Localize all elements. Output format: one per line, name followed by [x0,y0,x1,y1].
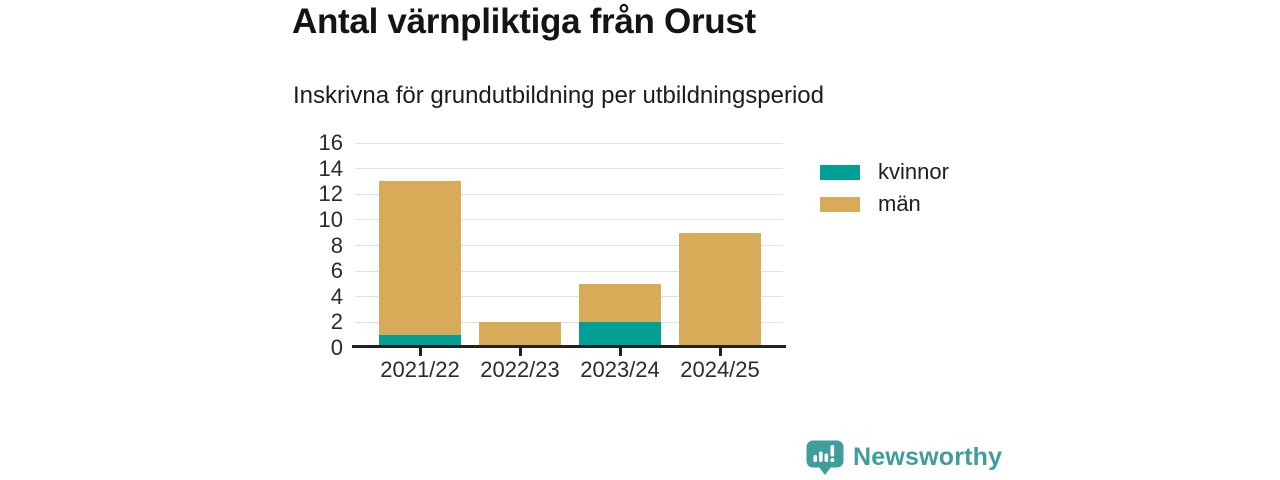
gridline [355,296,783,298]
y-tick-label: 14 [318,155,343,181]
x-tick-mark [618,348,622,356]
y-tick-label: 6 [330,258,343,284]
bar-segment-män [579,283,661,323]
y-tick-label: 10 [318,206,343,232]
y-tick-label: 8 [330,232,343,258]
y-tick-label: 2 [330,309,343,335]
bar-segment-kvinnor [379,335,461,348]
bar-segment-män [479,322,561,348]
legend-swatch-män [820,196,860,212]
legend-item-män: män [820,191,949,216]
chart-subtitle: Inskrivna för grundutbildning per utbild… [293,82,824,109]
y-tick-label: 0 [330,335,343,360]
y-tick-label: 4 [330,283,343,309]
legend-label: män [878,191,921,216]
x-tick-mark [718,348,722,356]
bar-segment-män [379,181,461,336]
brand-name: Newsworthy [853,443,1003,471]
legend-item-kvinnor: kvinnor [820,159,949,184]
x-tick-mark [418,348,422,356]
logo-exclamation-bar [830,445,835,457]
brand-footer: Newsworthy [806,440,1002,475]
x-tick-label: 2022/23 [480,357,560,382]
x-axis-line [352,345,786,348]
legend-label: kvinnor [878,159,949,184]
gridline [355,193,783,195]
bar-segment-kvinnor [579,322,661,348]
logo-bar-2 [819,451,823,462]
x-tick-label: 2024/25 [680,357,760,382]
gridline [355,168,783,170]
bar-segment-män [679,232,761,348]
chart-legend: kvinnor män [820,159,949,224]
legend-swatch-kvinnor [820,164,860,180]
x-tick-mark [518,348,522,356]
gridline [355,142,783,144]
x-tick-label: 2021/22 [380,357,460,382]
plot-area: 0 2 4 6 8 10 12 14 16 2021/22 2022/23 2023/24 2024/2… [319,130,786,382]
x-tick-label: 2023/24 [580,357,660,382]
logo-exclamation-dot [830,458,835,463]
gridline [355,321,783,323]
logo-bar-1 [813,455,818,462]
gridline [355,219,783,221]
newsworthy-logo-icon [806,440,844,475]
y-tick-label: 12 [318,181,343,207]
chart-title: Antal värnpliktiga från Orust [292,2,756,41]
y-tick-label: 16 [318,130,343,155]
logo-bar-3 [824,453,829,462]
gridline [355,245,783,246]
gridline [355,270,783,272]
